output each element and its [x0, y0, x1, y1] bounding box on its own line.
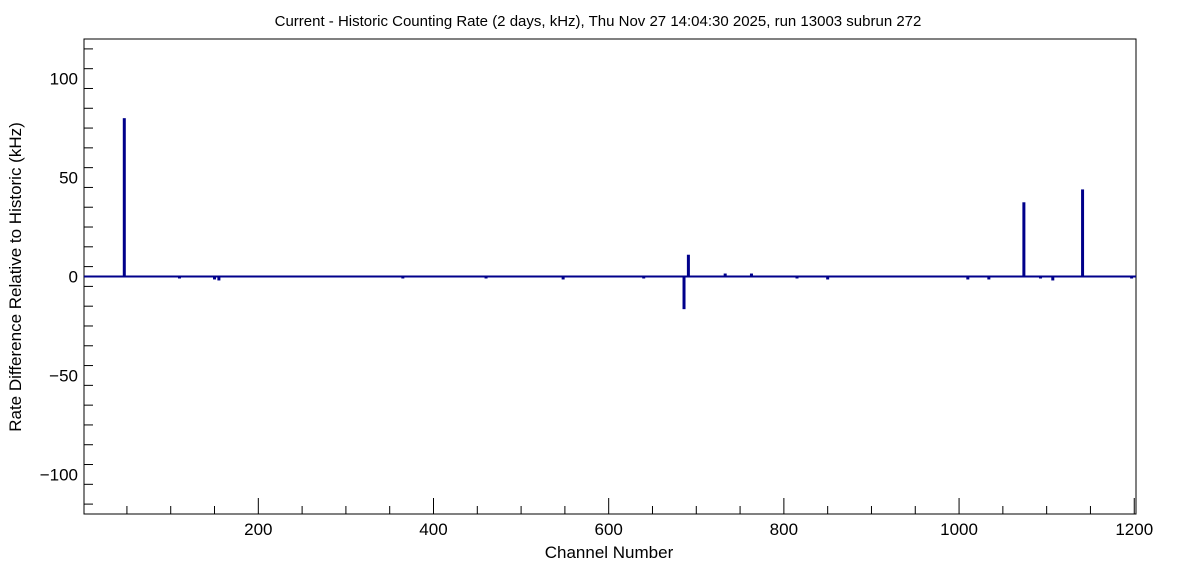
x-tick-label: 200 [244, 520, 272, 539]
bar [122, 118, 126, 277]
bar [1039, 276, 1043, 279]
x-tick-label: 600 [594, 520, 622, 539]
bar [987, 276, 991, 280]
bar [484, 276, 488, 279]
x-tick-label: 1000 [940, 520, 978, 539]
y-tick-label: 100 [50, 70, 78, 89]
bar [1130, 276, 1134, 279]
bar [230, 275, 234, 277]
bar [966, 276, 970, 280]
bar [764, 275, 768, 277]
x-tick-label: 800 [770, 520, 798, 539]
bar [856, 275, 860, 277]
bar [177, 276, 181, 279]
x-tick-label: 1200 [1115, 520, 1153, 539]
y-tick-label: 0 [69, 268, 78, 287]
y-tick-label: −50 [49, 366, 78, 385]
bar [213, 276, 217, 280]
y-tick-label: −100 [40, 465, 78, 484]
bar [642, 276, 646, 279]
bar [561, 276, 565, 280]
x-axis-label: Channel Number [545, 543, 674, 562]
bar [1051, 276, 1055, 281]
bar [826, 276, 830, 280]
bar [682, 276, 686, 310]
bar [1081, 189, 1085, 277]
bars [122, 118, 1134, 310]
y-tick-label: 50 [59, 169, 78, 188]
bar [749, 273, 753, 277]
y-axis: −100 −50 0 50 100 [40, 48, 93, 505]
bar [795, 276, 799, 279]
bar [1022, 202, 1026, 277]
bar [217, 276, 221, 281]
bar [723, 273, 727, 277]
x-tick-label: 400 [419, 520, 447, 539]
chart-title: Current - Historic Counting Rate (2 days… [275, 13, 922, 30]
bar [401, 276, 405, 279]
x-axis: 200 400 600 800 1000 1200 [126, 498, 1153, 539]
y-axis-label: Rate Difference Relative to Historic (kH… [6, 122, 25, 432]
bar [686, 254, 690, 277]
